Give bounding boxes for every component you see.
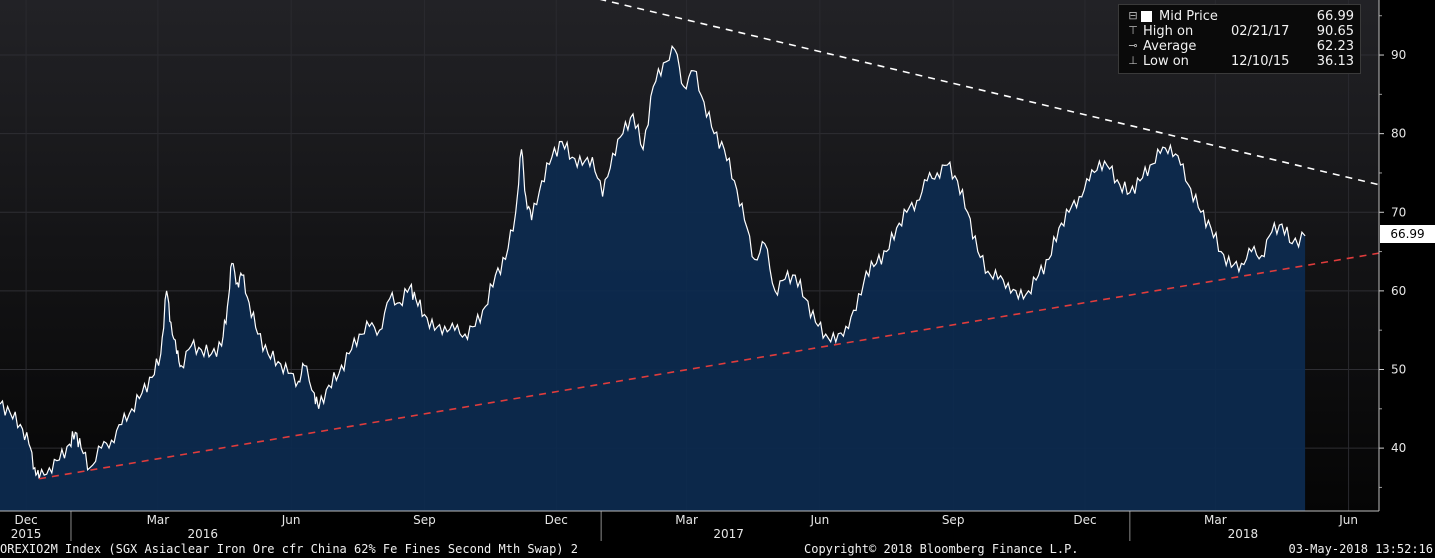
legend-row-high: ⊤ High on 02/21/17 90.65 [1119,24,1360,39]
legend-date: 02/21/17 [1231,24,1290,39]
legend-row-mid-price: ⊟ Mid Price 66.99 [1119,9,1360,24]
last-value-tag: 66.99 [1380,225,1435,243]
y-tick-label: 70 [1391,205,1406,219]
support-trendline [38,252,1380,480]
trendlines [38,0,1380,480]
legend-value: 62.23 [1316,39,1354,54]
price-area [0,44,1306,511]
legend-label: Low on [1143,54,1189,69]
x-tick-label: Sep [413,513,436,527]
legend-label: Average [1143,39,1197,54]
low-marker-icon: ⊥ [1128,54,1138,67]
year-label: 2018 [1228,527,1259,541]
timestamp: 03-May-2018 13:52:16 [1288,542,1434,556]
legend-value: 36.13 [1316,54,1354,69]
ticker-description: OREXIO2M Index (SGX Asiaclear Iron Ore c… [0,542,578,556]
year-label: 2017 [713,527,744,541]
legend-value: 66.99 [1316,9,1354,24]
footer: OREXIO2M Index (SGX Asiaclear Iron Ore c… [0,541,1435,558]
x-tick-label: Dec [14,513,37,527]
legend-label: High on [1143,24,1194,39]
year-label: 2015 [11,527,42,541]
average-marker-icon: ⊸ [1128,39,1138,52]
copyright: Copyright© 2018 Bloomberg Finance L.P. [804,542,1079,556]
square-swatch-icon [1141,11,1152,22]
y-tick-label: 40 [1391,441,1406,455]
y-tick-label: 80 [1391,127,1406,141]
x-tick-label: Sep [942,513,965,527]
x-tick-label: Jun [281,513,301,527]
legend-row-average: ⊸ Average 62.23 [1119,39,1360,54]
y-tick-label: 50 [1391,362,1406,376]
y-tick-label: 90 [1391,48,1406,62]
x-tick-label: Jun [809,513,829,527]
x-tick-label: Mar [1204,513,1227,527]
price-line [0,44,1306,479]
x-tick-label: Mar [147,513,170,527]
high-marker-icon: ⊤ [1128,24,1138,37]
resistance-trendline [599,0,1380,186]
legend-row-low: ⊥ Low on 12/10/15 36.13 [1119,54,1360,69]
chart-canvas: 40 50 60 70 80 90 Dec Mar Jun Sep Dec Mar Jun Sep Dec M… [0,0,1406,541]
year-label: 2016 [188,527,219,541]
legend-label: Mid Price [1159,9,1218,24]
legend: ⊟ Mid Price 66.99 ⊤ High on 02/21/17 90.… [1118,4,1361,74]
legend-date: 12/10/15 [1231,54,1290,69]
y-tick-label: 60 [1391,284,1406,298]
x-tick-label: Dec [545,513,568,527]
collapse-icon: ⊟ [1128,9,1138,22]
x-tick-label: Jun [1338,513,1358,527]
x-tick-label: Mar [675,513,698,527]
axes: 40 50 60 70 80 90 Dec Mar Jun Sep Dec Mar Jun Sep Dec M… [0,0,1406,541]
x-tick-label: Dec [1073,513,1096,527]
legend-value: 90.65 [1316,24,1354,39]
price-area-fill [0,46,1306,511]
